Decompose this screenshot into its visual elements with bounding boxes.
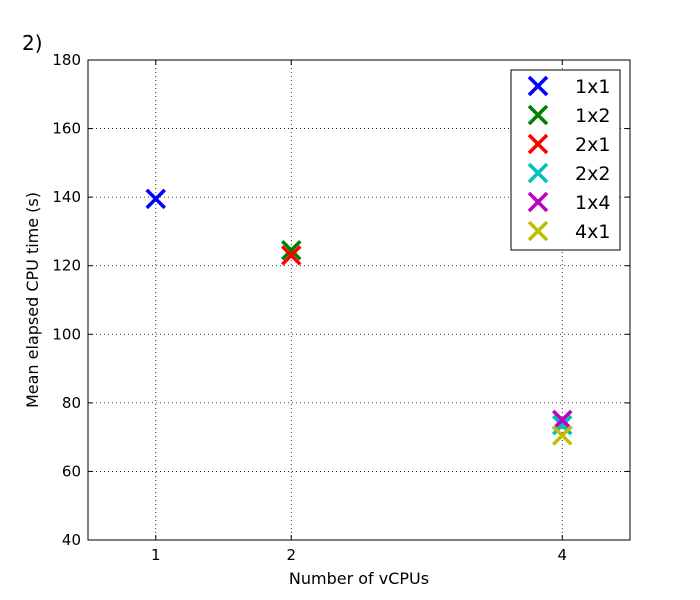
y-tick-label: 180 (52, 51, 81, 69)
legend-label-2x1: 2x1 (575, 134, 610, 156)
y-tick-label: 60 (62, 462, 81, 480)
data-point-2x1 (281, 245, 302, 266)
legend-label-1x1: 1x1 (575, 76, 610, 98)
legend-marker-4x1 (527, 220, 549, 242)
y-tick-label: 80 (62, 394, 81, 412)
legend-box (510, 69, 621, 251)
legend-marker-2x1 (527, 133, 549, 155)
legend-marker-1x1 (527, 75, 549, 97)
x-tick-label: 4 (557, 546, 567, 564)
x-tick-label: 1 (151, 546, 161, 564)
panel-label: 2) (22, 31, 43, 55)
data-point-4x1 (552, 425, 573, 446)
legend-marker-2x2 (527, 162, 549, 184)
legend-label-1x2: 1x2 (575, 105, 610, 127)
data-point-1x4 (552, 409, 573, 431)
legend-marker-1x4 (527, 191, 549, 213)
data-point-1x1 (145, 188, 166, 210)
legend-marker-1x2 (527, 104, 549, 126)
plot-area-frame (87, 59, 631, 541)
y-tick-label: 140 (52, 188, 81, 206)
legend: 1x1 1x2 2x1 2x2 1x4 4x1 (510, 69, 621, 251)
axis-ticks: 1 2 4 40 60 80 100 120 140 160 180 (52, 51, 630, 564)
data-points (145, 188, 573, 446)
x-axis-label: Number of vCPUs (289, 569, 429, 588)
legend-label-1x4: 1x4 (575, 192, 610, 214)
data-point-1x2 (281, 240, 302, 261)
legend-label-2x2: 2x2 (575, 163, 610, 185)
y-axis-label: Mean elapsed CPU time (s) (23, 192, 42, 408)
y-tick-label: 100 (52, 325, 81, 343)
legend-label-4x1: 4x1 (575, 221, 610, 243)
y-tick-label: 120 (52, 257, 81, 275)
y-tick-label: 40 (62, 531, 81, 549)
x-tick-label: 2 (286, 546, 296, 564)
y-tick-label: 160 (52, 120, 81, 138)
